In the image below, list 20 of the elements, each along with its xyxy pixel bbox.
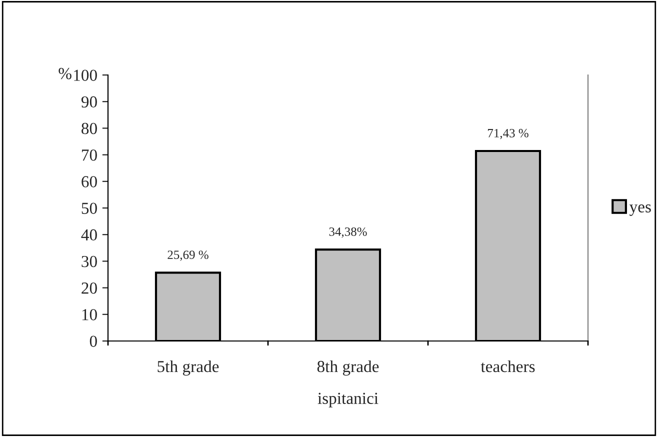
x-axis-title: ispitanici (318, 392, 378, 408)
data-label: 34,38% (329, 227, 367, 238)
y-tick-label: 100 (74, 70, 97, 81)
y-axis-title: % (58, 68, 72, 80)
y-tick-label: 70 (82, 150, 97, 161)
x-tick-label: 8th grade (317, 360, 379, 376)
y-tick-label: 30 (82, 256, 97, 268)
y-tick-label: 20 (82, 282, 97, 294)
data-label: 25,69 % (168, 250, 208, 261)
y-tick-label: 90 (81, 96, 97, 108)
y-tick-label: 60 (82, 176, 97, 188)
x-tick-label: teachers (480, 360, 535, 372)
y-tick-label: 50 (82, 202, 97, 214)
legend-label: yes (629, 204, 651, 216)
y-tick-label: 40 (81, 229, 97, 241)
y-tick-label: 10 (82, 309, 97, 320)
x-tick-label: 5th grade (158, 360, 219, 376)
data-label: 71,43 % (488, 128, 528, 140)
y-tick-label: 0 (90, 336, 97, 347)
y-tick-label: 80 (82, 122, 97, 134)
